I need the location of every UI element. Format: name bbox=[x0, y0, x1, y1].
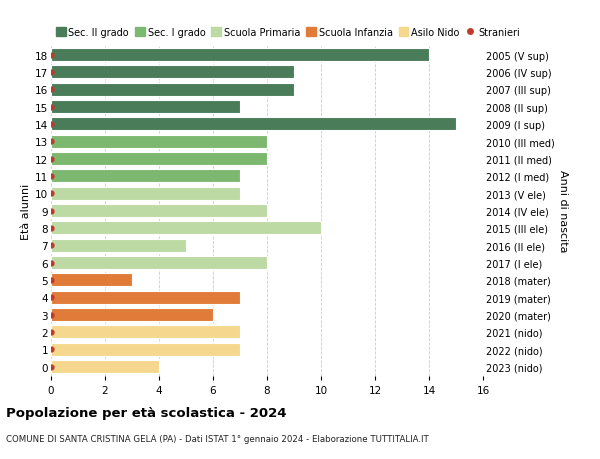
Y-axis label: Anni di nascita: Anni di nascita bbox=[559, 170, 568, 252]
Bar bbox=[51, 153, 267, 166]
Legend: Sec. II grado, Sec. I grado, Scuola Primaria, Scuola Infanzia, Asilo Nido, Stran: Sec. II grado, Sec. I grado, Scuola Prim… bbox=[56, 28, 520, 38]
Bar bbox=[51, 187, 240, 200]
Text: COMUNE DI SANTA CRISTINA GELA (PA) - Dati ISTAT 1° gennaio 2024 - Elaborazione T: COMUNE DI SANTA CRISTINA GELA (PA) - Dat… bbox=[6, 434, 429, 443]
Bar bbox=[51, 239, 186, 252]
Bar bbox=[51, 170, 240, 183]
Bar bbox=[51, 291, 240, 304]
Bar bbox=[51, 326, 240, 339]
Bar bbox=[51, 84, 294, 96]
Text: Popolazione per età scolastica - 2024: Popolazione per età scolastica - 2024 bbox=[6, 406, 287, 419]
Bar bbox=[51, 66, 294, 79]
Bar bbox=[51, 101, 240, 114]
Bar bbox=[51, 222, 321, 235]
Bar bbox=[51, 205, 267, 218]
Bar bbox=[51, 343, 240, 356]
Bar bbox=[51, 49, 429, 62]
Y-axis label: Età alunni: Età alunni bbox=[21, 183, 31, 239]
Bar bbox=[51, 308, 213, 321]
Bar bbox=[51, 257, 267, 269]
Bar bbox=[51, 360, 159, 373]
Bar bbox=[51, 274, 132, 287]
Bar bbox=[51, 118, 456, 131]
Bar bbox=[51, 135, 267, 148]
